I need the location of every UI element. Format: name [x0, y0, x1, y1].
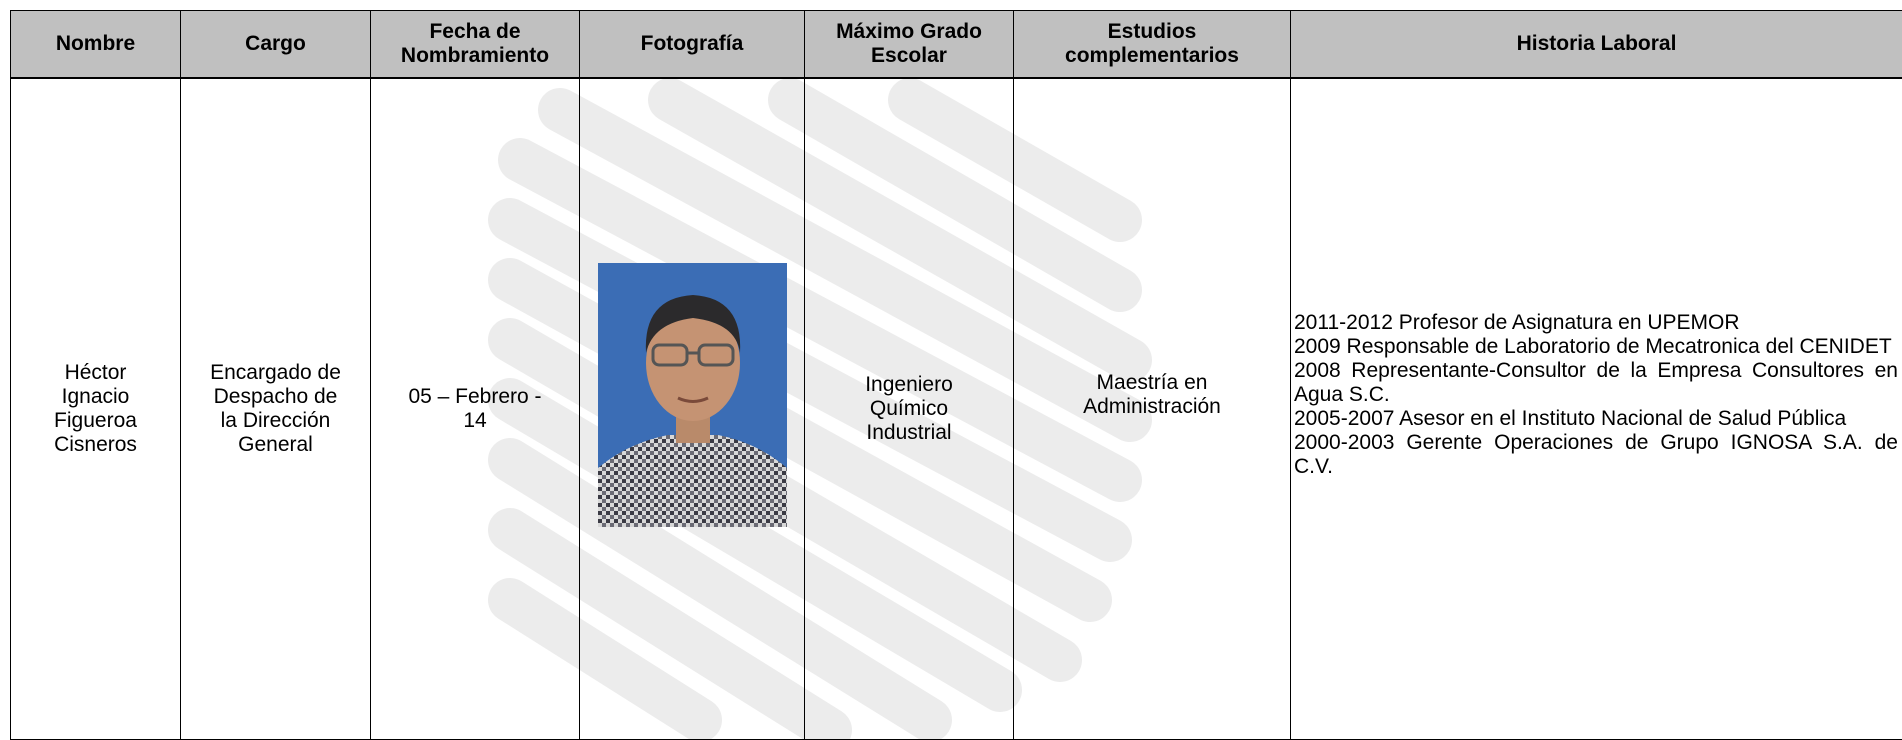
history-entry: 2000-2003 Gerente Operaciones de Grupo I… — [1294, 431, 1898, 478]
estudios: Maestría en Administración — [1083, 371, 1221, 418]
history-entry: 2011-2012 Profesor de Asignatura en UPEM… — [1294, 311, 1740, 334]
header: Fecha de Nombramiento — [370, 10, 580, 79]
history-entry: 2009 Responsable de Laboratorio de Mecat… — [1294, 335, 1892, 358]
header: Nombre — [10, 10, 181, 79]
cell: Maestría en Administración — [1013, 77, 1291, 740]
header: Estudios complementarios — [1013, 10, 1291, 79]
cargo: Encargado de Despacho de la Dirección Ge… — [210, 361, 341, 456]
header: Historia Laboral — [1290, 10, 1902, 79]
header: Fotografía — [579, 10, 805, 79]
history-entry: 2008 Representante-Consultor de la Empre… — [1294, 359, 1898, 406]
nombre: Héctor Ignacio Figueroa Cisneros — [54, 361, 137, 456]
history-entry: 2005-2007 Asesor en el Instituto Naciona… — [1294, 407, 1847, 430]
fecha: 05 – Febrero - 14 — [408, 385, 542, 432]
cell — [579, 77, 805, 740]
cell: 05 – Febrero - 14 — [370, 77, 580, 740]
photo — [597, 263, 787, 527]
header: Máximo Grado Escolar — [804, 10, 1014, 79]
staff-table: Nombre Cargo Fecha de Nombramiento Fotog… — [10, 10, 1902, 740]
header-row: Nombre Cargo Fecha de Nombramiento Fotog… — [10, 10, 1902, 79]
cell: Ingeniero Químico Industrial — [804, 77, 1014, 740]
cell: Héctor Ignacio Figueroa Cisneros — [10, 77, 181, 740]
cell: Encargado de Despacho de la Dirección Ge… — [180, 77, 371, 740]
history-list: 2011-2012 Profesor de Asignatura en UPEM… — [1294, 311, 1898, 479]
data-row: Héctor Ignacio Figueroa Cisneros Encarga… — [10, 77, 1902, 740]
grado: Ingeniero Químico Industrial — [865, 373, 953, 444]
header: Cargo — [180, 10, 371, 79]
history-cell: 2011-2012 Profesor de Asignatura en UPEM… — [1290, 77, 1902, 740]
